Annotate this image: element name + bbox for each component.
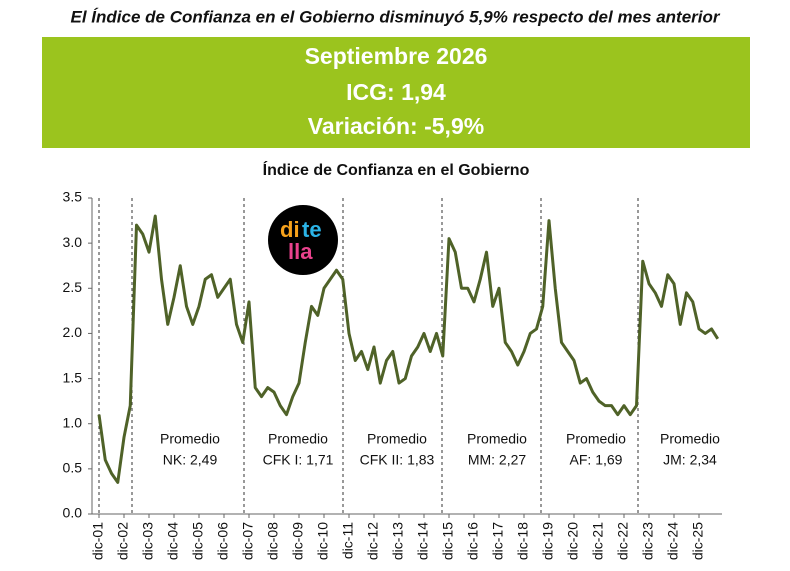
y-tick-label: 1.5 — [63, 369, 83, 385]
x-tick-label: dic-05 — [190, 522, 206, 560]
annotation: CFK I: 1,71 — [263, 452, 334, 468]
x-tick-label: dic-07 — [240, 522, 256, 560]
x-tick-label: dic-21 — [590, 522, 606, 560]
x-tick-label: dic-02 — [115, 522, 131, 560]
x-tick-label: dic-10 — [315, 522, 331, 560]
x-tick-label: dic-04 — [165, 522, 181, 560]
annotation: MM: 2,27 — [468, 452, 527, 468]
logo-text: te — [302, 217, 322, 242]
x-tick-label: dic-19 — [540, 522, 556, 560]
x-tick-label: dic-17 — [490, 522, 506, 560]
x-tick-label: dic-12 — [365, 522, 381, 560]
summary-line: Variación: -5,9% — [308, 113, 484, 139]
x-tick-label: dic-22 — [615, 522, 631, 560]
logo-text: lla — [288, 239, 313, 264]
y-tick-label: 0.0 — [63, 505, 83, 521]
y-tick-label: 0.5 — [63, 460, 83, 476]
x-tick-label: dic-03 — [140, 522, 156, 560]
annotation: JM: 2,34 — [663, 452, 717, 468]
x-tick-label: dic-09 — [290, 522, 306, 560]
y-tick-label: 2.0 — [63, 324, 83, 340]
annotation: Promedio — [268, 431, 328, 447]
annotation: Promedio — [660, 431, 720, 447]
logo-circle — [268, 205, 338, 275]
x-tick-label: dic-06 — [215, 522, 231, 560]
chart-title: Índice de Confianza en el Gobierno — [263, 160, 530, 179]
x-tick-label: dic-13 — [390, 522, 406, 560]
x-tick-label: dic-23 — [640, 522, 656, 560]
annotation: CFK II: 1,83 — [360, 452, 435, 468]
page-title: El Índice de Confianza en el Gobierno di… — [71, 7, 721, 26]
annotation: NK: 2,49 — [163, 452, 218, 468]
x-tick-label: dic-25 — [690, 522, 706, 560]
data-line — [97, 214, 720, 484]
x-tick-label: dic-16 — [465, 522, 481, 560]
y-tick-label: 3.0 — [63, 234, 83, 250]
x-tick-label: dic-11 — [340, 522, 356, 559]
x-tick-label: dic-24 — [665, 522, 681, 560]
annotation: Promedio — [566, 431, 626, 447]
summary-box — [42, 37, 750, 148]
x-tick-label: dic-08 — [265, 522, 281, 560]
summary-line: Septiembre 2026 — [305, 43, 488, 69]
x-tick-label: dic-18 — [515, 522, 531, 560]
y-tick-label: 2.5 — [63, 279, 83, 295]
annotation: Promedio — [467, 431, 527, 447]
y-tick-label: 3.5 — [63, 189, 83, 205]
logo-text: di — [280, 217, 300, 242]
x-tick-label: dic-20 — [565, 522, 581, 560]
y-tick-label: 1.0 — [63, 414, 83, 430]
annotation: AF: 1,69 — [570, 452, 623, 468]
summary-line: ICG: 1,94 — [346, 79, 446, 105]
logo: di te lla — [268, 205, 338, 275]
x-tick-label: dic-14 — [415, 522, 431, 560]
x-tick-label: dic-01 — [90, 522, 106, 560]
x-tick-label: dic-15 — [440, 522, 456, 560]
annotation: Promedio — [160, 431, 220, 447]
annotation: Promedio — [367, 431, 427, 447]
